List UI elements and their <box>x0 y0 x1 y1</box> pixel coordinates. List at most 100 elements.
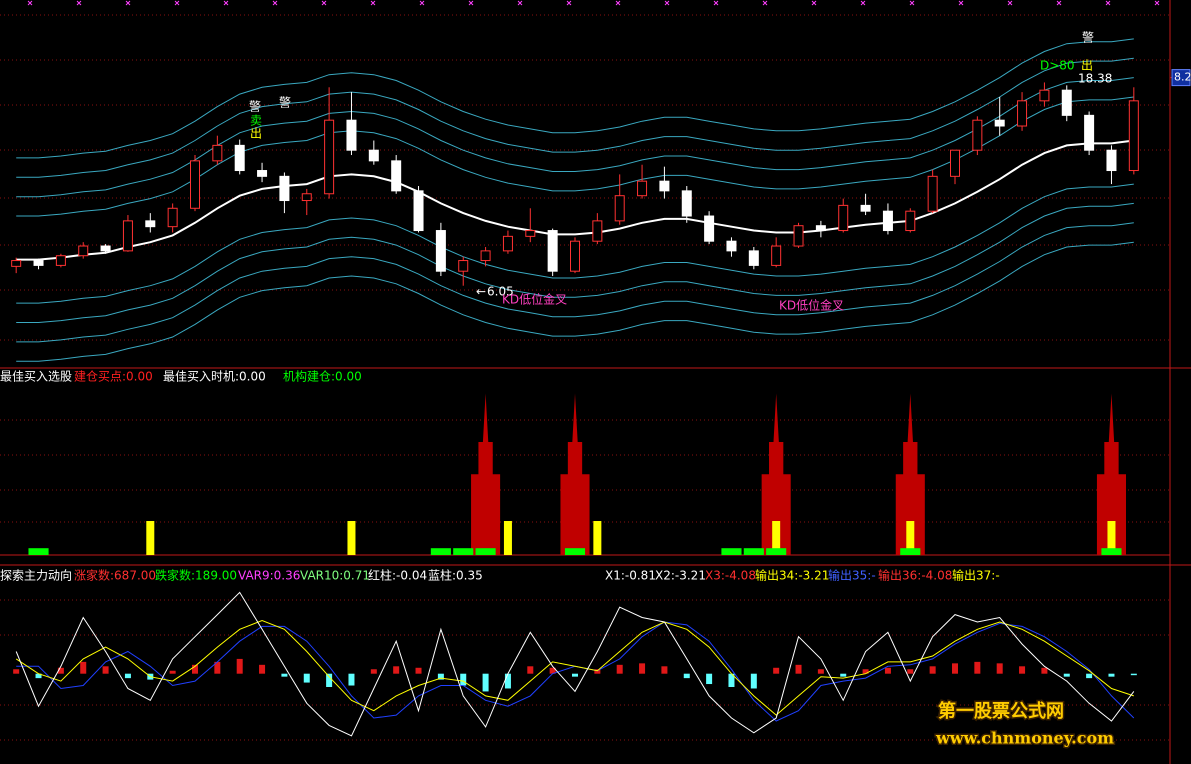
band-line <box>16 222 1134 343</box>
histogram-bar <box>929 666 936 674</box>
legend-entry: X3:-4.08 <box>705 569 756 583</box>
legend-entry: 输出35:- <box>828 568 876 583</box>
histogram-bar <box>661 666 668 674</box>
histogram-bar <box>1130 673 1137 676</box>
annotation: 卖 <box>250 114 262 128</box>
top-marker <box>1154 0 1160 6</box>
legend-entry: VAR10:0.71 <box>300 569 370 583</box>
candle-body <box>257 170 268 177</box>
histogram-bar <box>236 658 243 674</box>
histogram-bar <box>572 673 578 677</box>
candle-body <box>882 210 893 232</box>
histogram-bar <box>57 667 64 674</box>
legend-entry: 最佳买入时机:0.00 <box>163 370 266 384</box>
candle-body <box>994 119 1005 127</box>
histogram-bar <box>437 673 444 680</box>
histogram-bar <box>504 673 511 689</box>
top-marker <box>174 0 180 6</box>
y-tick-box <box>1171 69 1191 87</box>
legend-entry: X2:-3.21 <box>655 569 706 583</box>
base-bar <box>900 548 921 555</box>
candle-body <box>1017 100 1028 127</box>
top-marker <box>125 0 131 6</box>
legend-entry: 建仓买点:0.00 <box>74 370 153 384</box>
histogram-bar <box>482 673 489 692</box>
signal-bar <box>347 521 356 555</box>
signal-bar <box>593 521 602 555</box>
signal-bar <box>906 521 915 555</box>
top-marker <box>909 0 915 6</box>
histogram-bar <box>996 663 1003 674</box>
candle-body <box>614 195 625 222</box>
legend-entry: 红柱:-0.04 <box>368 568 427 583</box>
histogram-bar <box>214 661 221 674</box>
top-marker <box>762 0 768 6</box>
legend-entry: VAR9:0.36 <box>238 569 300 583</box>
base-bar <box>475 548 496 555</box>
spike-bar <box>761 393 791 555</box>
candle-body <box>681 190 692 217</box>
histogram-bar <box>393 666 400 674</box>
top-marker <box>370 0 376 6</box>
histogram-bar <box>1019 666 1026 674</box>
arrow-glyph: ← <box>476 285 486 299</box>
histogram-bar <box>907 669 914 674</box>
candle-body <box>145 220 156 228</box>
base-bar <box>721 548 742 555</box>
histogram-bar <box>773 667 780 674</box>
histogram-bar <box>639 663 646 674</box>
candle-body <box>793 225 804 247</box>
histogram-bar <box>706 673 713 685</box>
base-bar <box>430 548 451 555</box>
spike-bar <box>560 393 590 555</box>
ma-line <box>16 139 1134 261</box>
candle-body <box>1128 100 1139 172</box>
candle-body <box>11 260 22 267</box>
histogram-bar <box>1063 673 1070 677</box>
base-bar <box>766 548 787 555</box>
candle-body <box>860 204 871 212</box>
legend-entry: 输出37:- <box>952 568 1000 583</box>
candle-body <box>771 245 782 266</box>
oscillator-line <box>15 619 1134 716</box>
band-line <box>16 183 1134 304</box>
candle-body <box>279 175 290 202</box>
histogram-bar <box>728 673 735 687</box>
base-bar <box>743 548 764 555</box>
top-marker <box>958 0 964 6</box>
histogram-bar <box>750 673 757 689</box>
histogram-bar <box>817 669 824 674</box>
top-marker <box>27 0 33 6</box>
candle-body <box>391 160 402 192</box>
top-marker <box>321 0 327 6</box>
signal-bar <box>772 521 781 555</box>
watermark-title: 第一股票公式网 <box>938 700 1064 722</box>
histogram-bar <box>281 673 288 677</box>
candle-body <box>413 190 424 232</box>
signal-bar <box>146 521 155 555</box>
panel-title: 探索主力动向 <box>0 568 72 583</box>
top-marker <box>1056 0 1062 6</box>
candle-body <box>33 260 44 266</box>
histogram-bar <box>259 664 266 674</box>
oscillator-line <box>15 591 1135 737</box>
band-line <box>16 202 1134 323</box>
annotation: KD低位金叉 <box>779 298 844 313</box>
legend-entry: 机构建仓:0.00 <box>283 369 362 384</box>
legend-entry: 输出36:-4.08 <box>878 568 952 583</box>
histogram-bar <box>370 669 377 674</box>
candle-body <box>950 149 960 177</box>
histogram-bar <box>884 667 891 674</box>
histogram-bar <box>102 666 109 674</box>
histogram-bar <box>169 670 176 674</box>
histogram-bar <box>683 673 690 679</box>
candle-body <box>458 260 469 272</box>
candle-body <box>726 240 737 252</box>
base-bar <box>1101 548 1122 555</box>
top-marker <box>860 0 866 6</box>
candle-body <box>435 230 446 272</box>
histogram-bar <box>1108 673 1115 677</box>
candle-body <box>55 255 66 266</box>
candle-body <box>815 225 826 232</box>
candle-body <box>502 235 513 252</box>
